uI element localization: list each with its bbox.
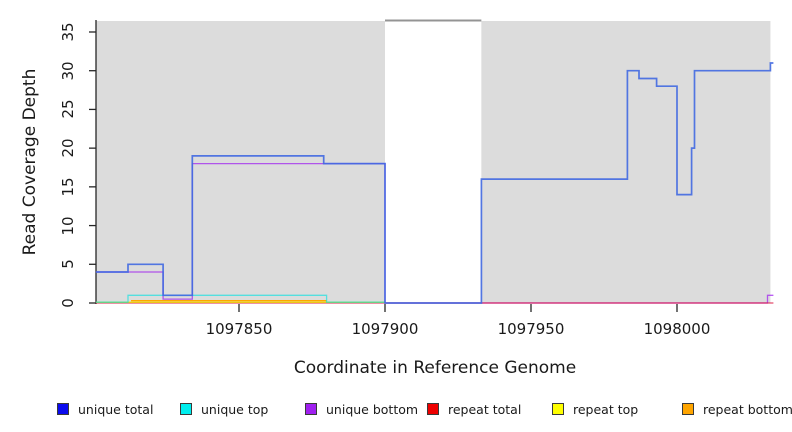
legend-label: repeat total bbox=[448, 401, 522, 417]
legend-swatch-repeat-top bbox=[552, 403, 564, 415]
y-tick-label: 5 bbox=[59, 259, 77, 270]
y-tick-label: 30 bbox=[59, 61, 77, 81]
legend-label: unique top bbox=[201, 401, 269, 417]
legend-item-repeat-bottom: repeat bottom bbox=[682, 399, 792, 419]
legend-swatch-unique-bottom bbox=[305, 403, 317, 415]
x-tick-label: 1097900 bbox=[351, 320, 419, 338]
x-tick-label: 1097850 bbox=[205, 320, 273, 338]
x-axis-title: Coordinate in Reference Genome bbox=[293, 358, 577, 378]
y-tick-label: 20 bbox=[59, 138, 77, 158]
legend-item-unique-bottom: unique bottom bbox=[305, 399, 418, 419]
y-tick-label: 15 bbox=[59, 177, 77, 197]
legend-swatch-repeat-bottom bbox=[682, 403, 694, 415]
shaded-region-1 bbox=[481, 21, 771, 303]
legend-item-unique-total: unique total bbox=[57, 399, 153, 419]
series-line-unique-top bbox=[95, 294, 385, 303]
legend-item-repeat-top: repeat top bbox=[552, 399, 638, 419]
legend-swatch-unique-total bbox=[57, 403, 69, 415]
legend-label: repeat bottom bbox=[703, 401, 792, 417]
x-tick-label: 1097950 bbox=[497, 320, 565, 338]
y-tick-label: 10 bbox=[59, 216, 77, 236]
legend-item-repeat-total: repeat total bbox=[427, 399, 521, 419]
y-tick-label: 25 bbox=[59, 99, 77, 119]
legend-label: unique bottom bbox=[326, 401, 419, 417]
legend-label: repeat top bbox=[573, 401, 639, 417]
legend-label: unique total bbox=[78, 401, 154, 417]
y-axis-title: Read Coverage Depth bbox=[20, 68, 40, 256]
shaded-region-0 bbox=[95, 21, 386, 303]
series-line-unique-total bbox=[95, 62, 774, 304]
legend-swatch-unique-top bbox=[180, 403, 192, 415]
legend-swatch-repeat-total bbox=[427, 403, 439, 415]
legend-item-unique-top: unique top bbox=[180, 399, 268, 419]
y-tick-label: 0 bbox=[59, 298, 77, 308]
x-tick-label: 1098000 bbox=[643, 320, 711, 338]
y-tick-label: 35 bbox=[59, 22, 77, 42]
legend: unique total unique top unique bottom repea… bbox=[0, 399, 792, 423]
